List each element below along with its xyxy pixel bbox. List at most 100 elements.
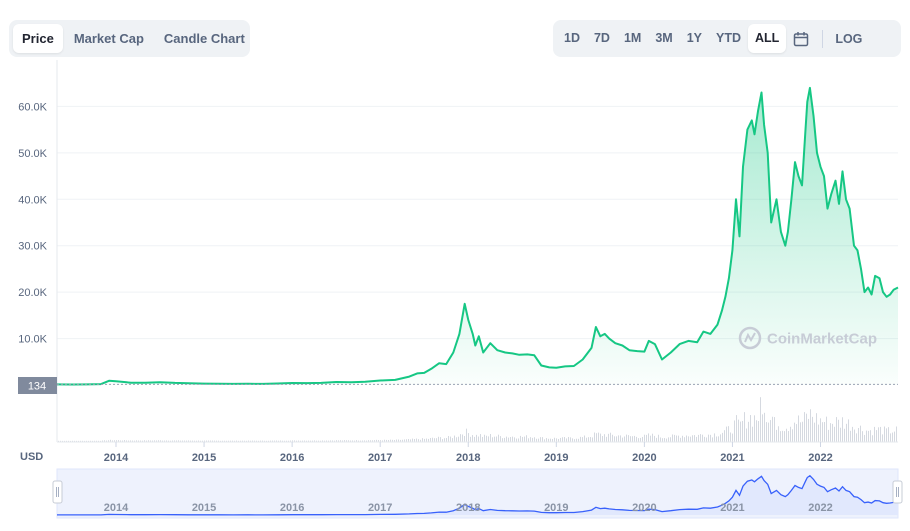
volume-bar <box>104 440 105 442</box>
y-tick-label: 40.0K <box>18 194 47 206</box>
navigator-area <box>57 475 898 515</box>
volume-bar <box>562 437 563 442</box>
volume-bar <box>560 437 561 442</box>
volume-bar <box>98 440 99 442</box>
volume-bar <box>624 436 625 442</box>
volume-bar <box>212 440 213 442</box>
volume-bar <box>654 435 655 442</box>
volume-bar <box>244 440 245 442</box>
volume-bar <box>766 422 767 442</box>
volume-bar <box>364 440 365 442</box>
range-1d[interactable]: 1D <box>564 31 580 45</box>
volume-bar <box>370 440 371 442</box>
range-all[interactable]: ALL <box>748 24 787 53</box>
volume-bar <box>694 435 695 442</box>
volume-bar <box>776 429 777 442</box>
volume-bar <box>402 439 403 442</box>
volume-bar <box>510 437 511 442</box>
volume-bar <box>752 426 753 442</box>
volume-bar <box>588 437 589 442</box>
volume-bar <box>318 440 319 442</box>
volume-bar <box>536 438 537 442</box>
volume-bar <box>542 437 543 442</box>
volume-bar <box>862 431 863 442</box>
volume-bar <box>810 409 811 442</box>
volume-bar <box>100 440 101 442</box>
volume-bar <box>584 435 585 442</box>
volume-bar <box>798 415 799 442</box>
volume-bar <box>506 436 507 442</box>
y-axis: 10.0K 20.0K 30.0K 40.0K 50.0K 60.0K <box>18 101 47 345</box>
navigator-handle-right[interactable] <box>892 480 903 504</box>
tab-market-cap[interactable]: Market Cap <box>73 31 144 46</box>
volume-bar <box>284 440 285 442</box>
volume-bar <box>716 436 717 442</box>
volume-bar <box>358 440 359 442</box>
volume-bar <box>294 440 295 442</box>
log-scale-toggle[interactable]: LOG <box>835 31 863 46</box>
volume-bar <box>826 416 827 442</box>
volume-bar <box>508 437 509 442</box>
volume-bar <box>834 426 835 442</box>
volume-bar <box>888 427 889 442</box>
volume-bar <box>606 436 607 442</box>
tab-price[interactable]: Price <box>13 24 63 53</box>
range-1y[interactable]: 1Y <box>686 31 703 45</box>
volume-bar <box>164 440 165 442</box>
volume-bar <box>620 435 621 442</box>
volume-bar <box>374 440 375 442</box>
volume-bar <box>194 440 195 442</box>
volume-bar <box>526 435 527 442</box>
range-7d[interactable]: 7D <box>593 31 610 45</box>
volume-bar <box>854 429 855 442</box>
volume-bar <box>88 440 89 442</box>
volume-bar <box>802 421 803 442</box>
range-1m[interactable]: 1M <box>623 31 642 45</box>
volume-bar <box>480 434 481 442</box>
volume-bar <box>668 437 669 442</box>
volume-bar <box>216 440 217 442</box>
range-ytd[interactable]: YTD <box>716 31 742 45</box>
volume-bar <box>500 436 501 442</box>
volume-bar <box>612 434 613 442</box>
range-navigator[interactable]: 2014 2015 2016 2017 2018 2019 2020 2021 2022 <box>52 468 903 519</box>
volume-bar <box>224 440 225 442</box>
volume-bar <box>90 440 91 442</box>
volume-bar <box>150 440 151 442</box>
volume-bar <box>236 440 237 442</box>
volume-bar <box>460 434 461 442</box>
volume-bar <box>182 440 183 442</box>
volume-bar <box>68 440 69 442</box>
x-tick-label: 2021 <box>720 452 744 464</box>
volume-bar <box>120 440 121 442</box>
tab-candle-chart[interactable]: Candle Chart <box>163 31 245 46</box>
volume-bar <box>636 436 637 442</box>
volume-bar <box>728 426 729 442</box>
volume-bar <box>442 439 443 442</box>
volume-bar <box>580 436 581 442</box>
volume-bar <box>332 440 333 442</box>
volume-bar <box>678 435 679 442</box>
volume-bar <box>178 440 179 442</box>
volume-bar <box>638 438 639 442</box>
volume-bar <box>344 440 345 442</box>
calendar-icon[interactable] <box>786 24 816 53</box>
volume-bar <box>644 434 645 442</box>
navigator-handle-left[interactable] <box>52 480 63 504</box>
volume-bar <box>472 435 473 442</box>
volume-bar <box>558 438 559 442</box>
volume-bar <box>336 440 337 442</box>
y-tick-label: 20.0K <box>18 287 47 299</box>
volume-bar <box>648 433 649 442</box>
volume-bar <box>658 434 659 442</box>
current-price-label: 134 <box>28 381 46 393</box>
volume-bar <box>214 440 215 442</box>
volume-bar <box>356 440 357 442</box>
volume-bar <box>646 434 647 442</box>
volume-bar <box>92 440 93 442</box>
volume-bar <box>262 440 263 442</box>
range-3m[interactable]: 3M <box>655 31 673 45</box>
volume-bar <box>200 440 201 442</box>
volume-bar <box>836 417 837 442</box>
